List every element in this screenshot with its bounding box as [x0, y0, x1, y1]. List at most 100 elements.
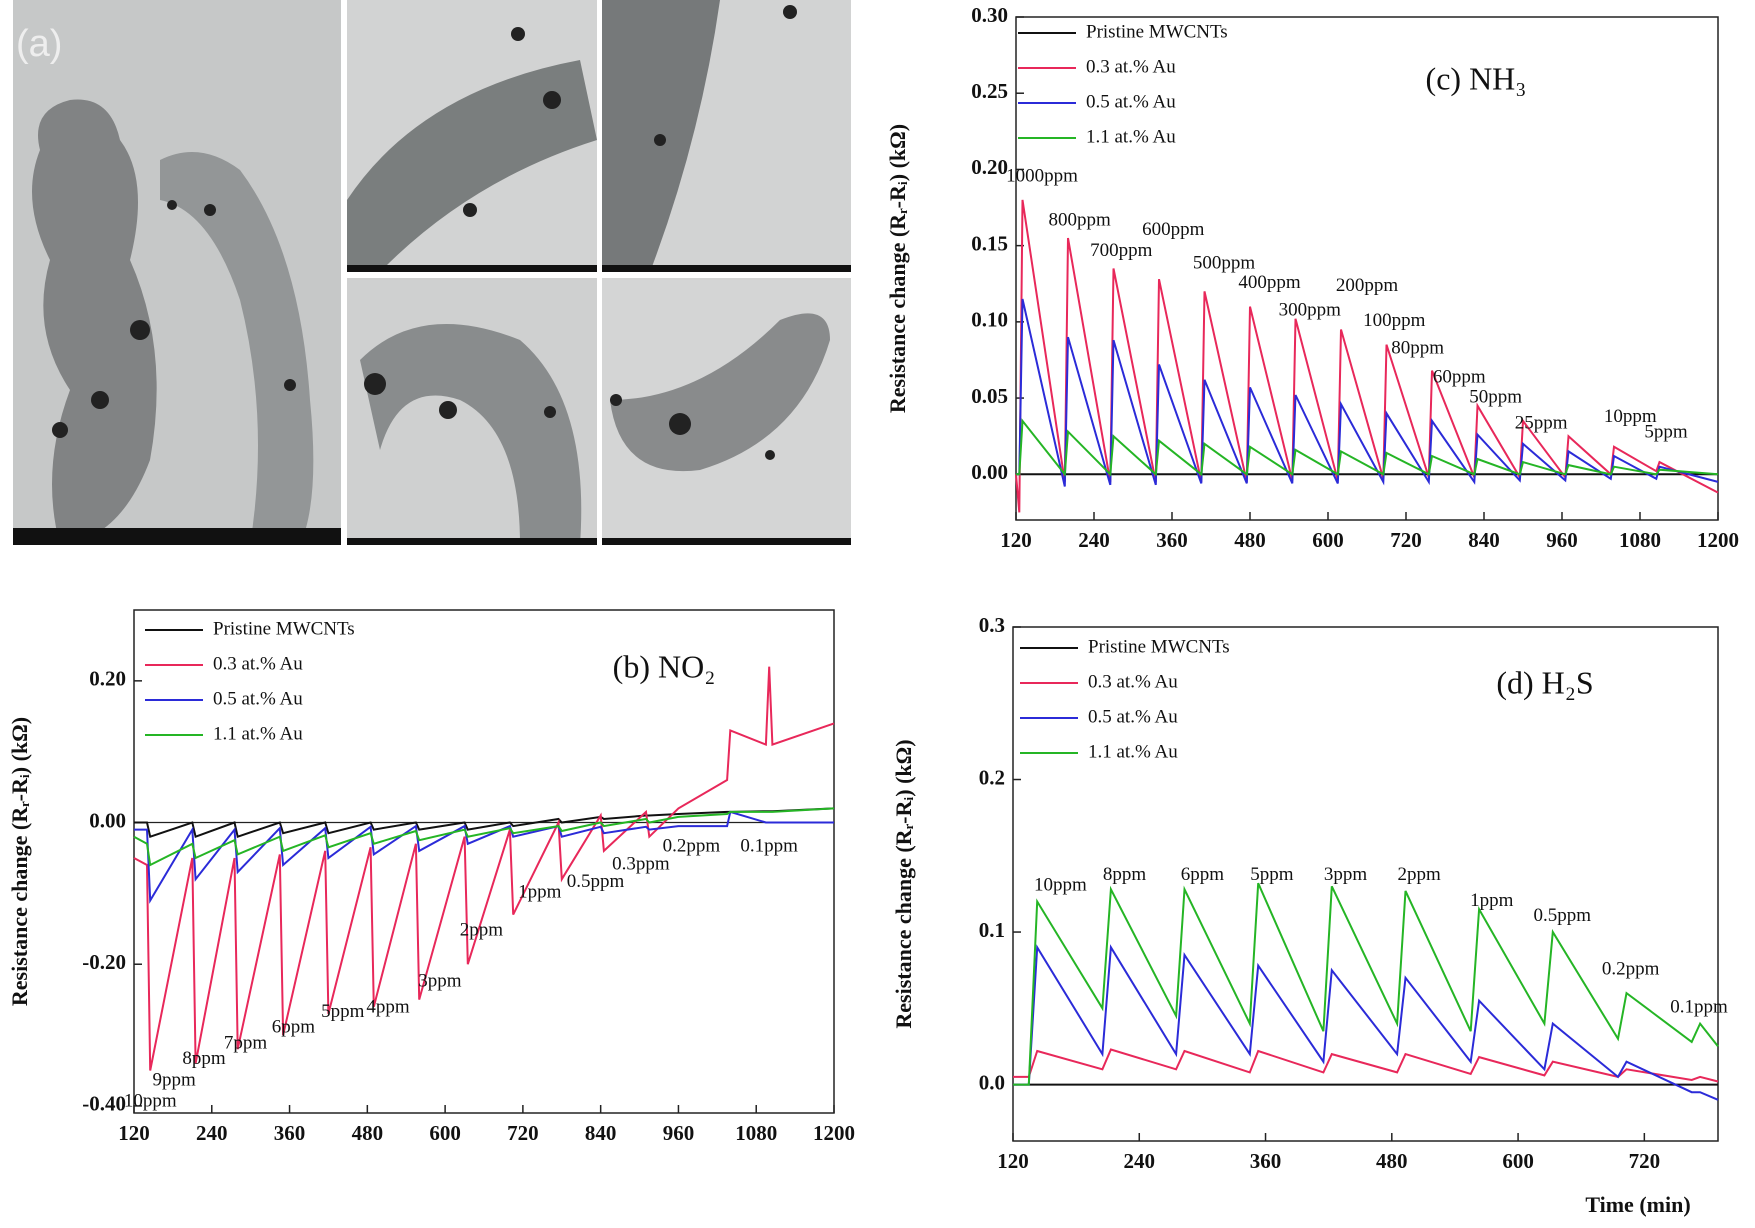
panel-label: (a): [16, 23, 62, 65]
annotation: 8ppm: [1103, 864, 1147, 885]
legend-label: 1.1 at.% Au: [213, 723, 303, 744]
y-tick-label: 0.10: [971, 308, 1008, 332]
y-tick-label: 0.15: [971, 231, 1008, 255]
chart: 120 240 360 480 600 720 840 960 1080 1200 -0.40 -0.…: [7, 609, 855, 1145]
annotation: 300ppm: [1279, 300, 1342, 321]
annotation: 6ppm: [272, 1016, 316, 1037]
y-tick-label: 0.0: [979, 1070, 1005, 1094]
x-tick-label: 840: [1468, 528, 1500, 552]
y-tick-label: 0.00: [971, 460, 1008, 484]
annotation: 2ppm: [1398, 864, 1442, 885]
y-tick-label: 0.1: [979, 918, 1005, 942]
annotation: 3ppm: [1324, 864, 1368, 885]
x-tick-label: 960: [663, 1121, 695, 1145]
y-axis-label: Resistance change (Rᵣ-Rᵢ) (kΩ): [885, 124, 910, 413]
micrographs: (a): [13, 0, 851, 545]
x-tick-label: 120: [1000, 528, 1032, 552]
y-tick-label: 0.05: [971, 384, 1008, 408]
annotation: 0.5ppm: [1534, 905, 1592, 926]
y-tick-label: 0.30: [971, 3, 1008, 27]
annotation: 200ppm: [1336, 275, 1399, 296]
annotation: 5ppm: [1644, 421, 1688, 442]
x-tick-label: 600: [1502, 1149, 1534, 1173]
plot-frame: [1012, 626, 1719, 1142]
annotation: 100ppm: [1363, 310, 1426, 331]
plot-frame: [133, 609, 835, 1114]
legend-label: 0.5 at.% Au: [213, 688, 303, 709]
x-tick-label: 1080: [735, 1121, 777, 1145]
plot-frame: [1015, 16, 1719, 521]
chart-title: (b) NO₂: [613, 648, 716, 684]
series-line: [1013, 944, 1719, 1101]
series-line: [134, 810, 834, 904]
annotation: 0.2ppm: [1602, 959, 1660, 980]
annotation: 6ppm: [1181, 864, 1225, 885]
annotation: 10ppm: [1034, 875, 1087, 896]
x-tick-label: 360: [1156, 528, 1188, 552]
x-tick-label: 720: [507, 1121, 539, 1145]
annotation: 400ppm: [1238, 272, 1301, 293]
x-tick-label: 840: [585, 1121, 617, 1145]
annotation: 1000ppm: [1006, 165, 1078, 186]
annotation: 7ppm: [224, 1033, 268, 1054]
annotation: 500ppm: [1193, 252, 1256, 273]
series-line: [133, 807, 835, 867]
annotation: 600ppm: [1142, 219, 1205, 240]
annotation: 60ppm: [1433, 367, 1486, 388]
legend-label: 1.1 at.% Au: [1088, 741, 1178, 762]
annotation: 0.5ppm: [567, 871, 625, 892]
annotation: 1ppm: [1470, 890, 1514, 911]
annotation: 2ppm: [460, 919, 504, 940]
chart-title: (d) H₂S: [1496, 664, 1593, 700]
legend-label: 0.3 at.% Au: [1088, 671, 1178, 692]
annotation: 0.1ppm: [740, 836, 798, 857]
x-tick-label: 720: [1629, 1149, 1661, 1173]
legend-label: 0.5 at.% Au: [1086, 91, 1176, 112]
y-axis-label: Resistance change (Rᵣ-Rᵢ) (kΩ): [891, 739, 916, 1028]
annotation: 0.1ppm: [1670, 997, 1728, 1018]
x-tick-label: 480: [1234, 528, 1266, 552]
annotation: 0.2ppm: [663, 836, 721, 857]
legend-label: 0.5 at.% Au: [1088, 706, 1178, 727]
y-tick-label: 0.25: [971, 79, 1008, 103]
annotation: 8ppm: [182, 1048, 226, 1069]
annotation: 10ppm: [124, 1091, 177, 1112]
x-tick-label: 480: [1376, 1149, 1408, 1173]
annotation: 25ppm: [1515, 412, 1568, 433]
x-tick-label: 480: [352, 1121, 384, 1145]
x-tick-label: 240: [1078, 528, 1110, 552]
annotation: 5ppm: [1250, 864, 1294, 885]
x-tick-label: 120: [997, 1149, 1029, 1173]
annotation: 0.3ppm: [612, 853, 670, 874]
annotation: 80ppm: [1391, 338, 1444, 359]
y-tick-label: -0.20: [82, 950, 126, 974]
x-tick-label: 600: [1312, 528, 1344, 552]
legend-label: 0.3 at.% Au: [1086, 56, 1176, 77]
legend-label: Pristine MWCNTs: [1086, 21, 1228, 42]
legend-label: 0.3 at.% Au: [213, 653, 303, 674]
series-line: [1016, 418, 1719, 477]
x-tick-label: 600: [429, 1121, 461, 1145]
x-tick-label: 360: [1250, 1149, 1282, 1173]
annotation: 800ppm: [1049, 210, 1112, 231]
annotation: 1ppm: [518, 882, 562, 903]
x-axis-label: Time (min): [1585, 1192, 1690, 1217]
x-tick-label: 960: [1546, 528, 1578, 552]
series-line: [1013, 882, 1719, 1086]
x-tick-label: 120: [118, 1121, 150, 1145]
chart: 120 240 360 480 600 720 0.0 0.1 0.2 0.3 Pristine M…: [891, 613, 1728, 1217]
x-tick-label: 240: [196, 1121, 228, 1145]
series-line: [1013, 1048, 1719, 1083]
legend-label: 1.1 at.% Au: [1086, 126, 1176, 147]
annotation: 10ppm: [1604, 406, 1657, 427]
annotation: 3ppm: [418, 970, 462, 991]
x-tick-label: 360: [274, 1121, 306, 1145]
annotation: 50ppm: [1469, 386, 1522, 407]
x-tick-label: 1200: [813, 1121, 855, 1145]
y-tick-label: 0.2: [979, 765, 1005, 789]
annotation: 700ppm: [1090, 240, 1153, 261]
annotation: 9ppm: [153, 1069, 197, 1090]
y-tick-label: 0.20: [971, 155, 1008, 179]
annotation: 5ppm: [321, 1001, 365, 1022]
